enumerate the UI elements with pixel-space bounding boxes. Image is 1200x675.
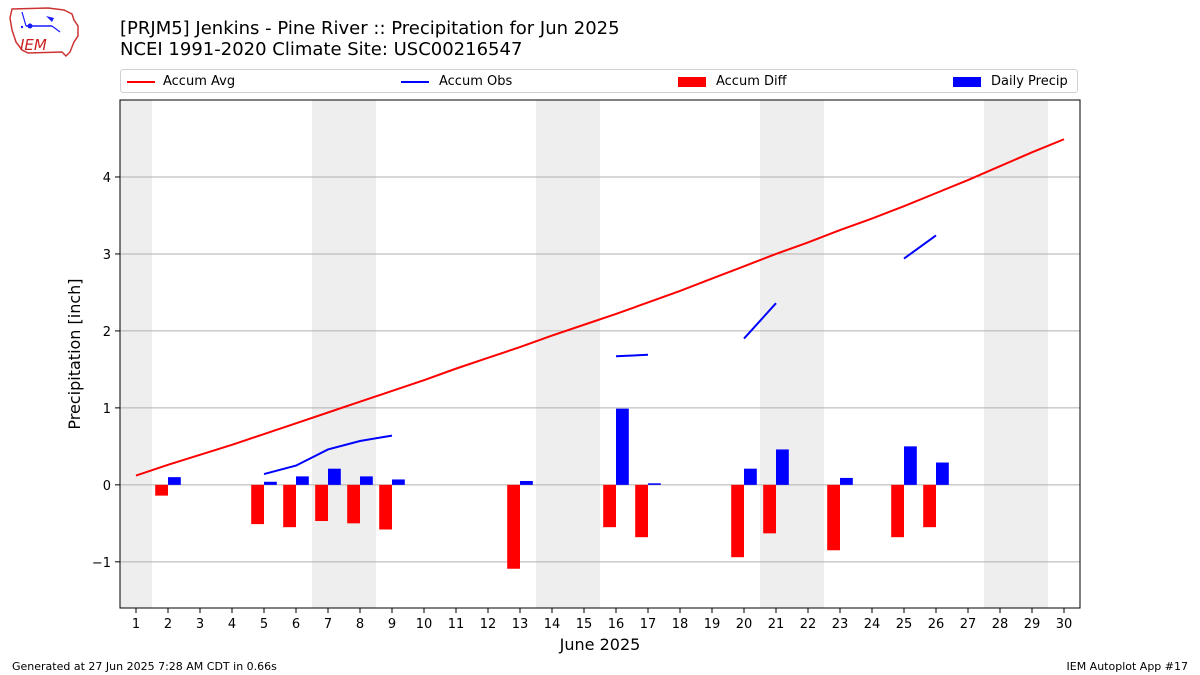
- footer-generated: Generated at 27 Jun 2025 7:28 AM CDT in …: [12, 660, 277, 673]
- x-tick-label: 1: [132, 617, 140, 632]
- daily-precip-bar: [648, 483, 661, 485]
- x-tick-label: 10: [416, 617, 433, 632]
- daily-precip-bar: [168, 477, 181, 485]
- daily-precip-bar: [360, 476, 373, 485]
- chart-legend: Accum Avg Accum Obs Accum Diff Daily Pre…: [120, 69, 1078, 93]
- weekend-band: [984, 100, 1048, 608]
- x-tick-label: 17: [640, 617, 657, 632]
- y-tick-label: −1: [92, 556, 111, 571]
- x-tick-label: 29: [1024, 617, 1041, 632]
- y-tick-label: 1: [103, 402, 111, 417]
- x-tick-label: 3: [196, 617, 204, 632]
- daily-precip-bar: [936, 462, 949, 485]
- accum-diff-bar: [635, 484, 648, 538]
- x-tick-label: 11: [448, 617, 465, 632]
- x-tick-label: 12: [480, 617, 497, 632]
- y-tick-label: 0: [103, 479, 111, 494]
- accum-diff-bar: [731, 484, 744, 558]
- x-tick-label: 18: [672, 617, 689, 632]
- daily-precip-bar: [616, 408, 629, 485]
- x-tick-label: 9: [388, 617, 396, 632]
- accum-diff-bar: [155, 484, 168, 496]
- legend-label-accum-obs: Accum Obs: [439, 74, 513, 89]
- accum-diff-bar: [827, 484, 840, 551]
- title-line-2: NCEI 1991-2020 Climate Site: USC00216547: [120, 39, 523, 60]
- x-tick-label: 4: [228, 617, 236, 632]
- lines: [135, 138, 1065, 477]
- daily-precip-bar: [264, 481, 277, 485]
- weekend-band: [312, 100, 376, 608]
- x-tick-label: 6: [292, 617, 300, 632]
- x-axis-label: June 2025: [559, 635, 641, 654]
- legend-label-accum-avg: Accum Avg: [163, 74, 236, 89]
- y-tick-label: 4: [103, 171, 111, 186]
- accum-diff-bar: [347, 484, 360, 524]
- weekend-band: [120, 100, 152, 608]
- x-tick-label: 15: [576, 617, 593, 632]
- accum-avg-line: [135, 138, 1065, 477]
- chart-title: [PRJM5] Jenkins - Pine River :: Precipit…: [120, 18, 620, 60]
- x-tick-label: 26: [928, 617, 945, 632]
- accum-obs-line: [615, 353, 649, 358]
- daily-precip-bar: [744, 468, 757, 485]
- footer-app: IEM Autoplot App #17: [1066, 660, 1189, 673]
- y-axis-label: Precipitation [inch]: [65, 278, 84, 429]
- accum-obs-line: [903, 234, 937, 260]
- legend-swatch-accum-avg: [127, 81, 155, 83]
- legend-swatch-accum-diff: [678, 77, 706, 87]
- x-tick-label: 19: [704, 617, 721, 632]
- accum-diff-bar: [763, 484, 776, 534]
- x-tick-label: 20: [736, 617, 753, 632]
- x-tick-label: 28: [992, 617, 1009, 632]
- x-tick-label: 5: [260, 617, 268, 632]
- daily-precip-bar: [904, 446, 917, 485]
- daily-precip-bar: [840, 477, 853, 485]
- accum-diff-bar: [891, 484, 904, 538]
- y-tick-label: 3: [103, 248, 111, 263]
- daily-precip-bar: [776, 449, 789, 485]
- x-tick-label: 2: [164, 617, 172, 632]
- y-tick-label: 2: [103, 325, 111, 340]
- x-tick-label: 30: [1056, 617, 1073, 632]
- legend-swatch-accum-obs: [401, 81, 429, 83]
- daily-precip-bar: [520, 481, 533, 485]
- x-tick-label: 27: [960, 617, 977, 632]
- daily-precip-bar: [296, 476, 309, 485]
- bars: [155, 408, 949, 569]
- accum-diff-bar: [923, 484, 936, 528]
- y-gridlines: [120, 176, 1080, 563]
- legend-label-daily-precip: Daily Precip: [991, 74, 1068, 89]
- plot-frame: [119, 99, 1081, 609]
- logo-text: IEM: [20, 36, 47, 54]
- x-tick-label: 8: [356, 617, 364, 632]
- iem-logo: IEM: [8, 6, 80, 58]
- accum-diff-bar: [283, 484, 296, 528]
- daily-precip-bar: [328, 468, 341, 485]
- accum-obs-line: [263, 434, 393, 476]
- x-tick-label: 24: [864, 617, 881, 632]
- accum-diff-bar: [603, 484, 616, 528]
- accum-diff-bar: [315, 484, 328, 522]
- x-tick-label: 13: [512, 617, 529, 632]
- x-tick-label: 16: [608, 617, 625, 632]
- x-tick-label: 23: [832, 617, 849, 632]
- title-line-1: [PRJM5] Jenkins - Pine River :: Precipit…: [120, 18, 620, 39]
- accum-diff-bar: [251, 484, 264, 525]
- legend-label-accum-diff: Accum Diff: [716, 74, 787, 89]
- weekend-band: [536, 100, 600, 608]
- x-tick-label: 22: [800, 617, 817, 632]
- daily-precip-bar: [392, 479, 405, 485]
- x-tick-label: 25: [896, 617, 913, 632]
- x-tick-label: 7: [324, 617, 332, 632]
- legend-swatch-daily-precip: [953, 77, 981, 87]
- accum-obs-line: [743, 302, 777, 340]
- accum-diff-bar: [379, 484, 392, 530]
- accum-diff-bar: [507, 484, 520, 569]
- weekend-shading: [120, 100, 1048, 608]
- x-tick-label: 21: [768, 617, 785, 632]
- x-tick-label: 14: [544, 617, 561, 632]
